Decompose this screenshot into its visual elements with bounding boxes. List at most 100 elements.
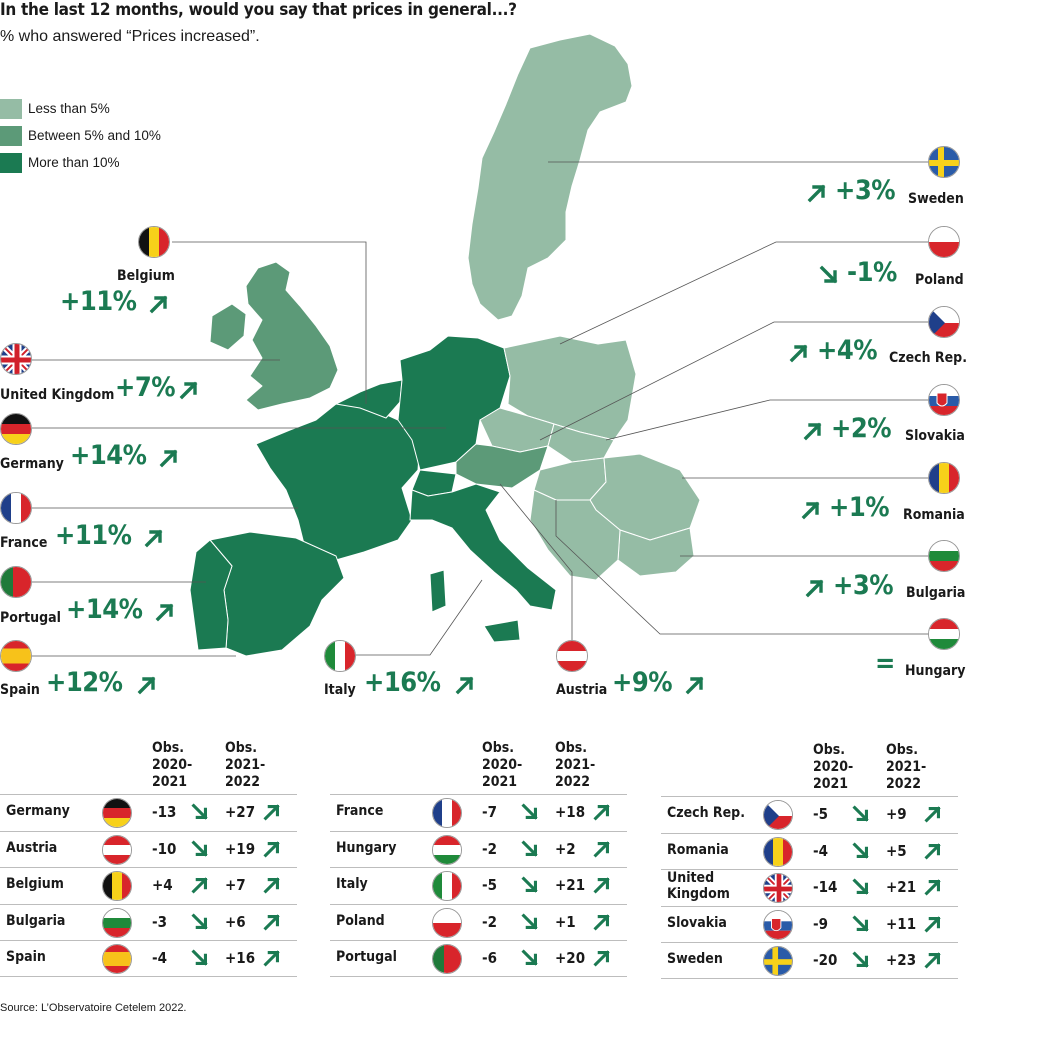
arrow-up-icon [190,875,210,895]
flag-united-kingdom [0,343,32,375]
header-obs-2020-2021: Obs. 2020- 2021 [152,740,193,790]
flag-icon [102,798,132,828]
arrow-up-icon [923,841,943,861]
region-united-kingdom [245,261,339,411]
row-country: Italy [336,876,368,892]
row-country: Austria [6,839,58,856]
value-belgium: +11% [60,286,137,317]
flag-icon [102,834,132,865]
row-country: Spain [6,949,46,965]
row-obs-2020-2021: -7 [482,803,497,821]
arrow-down-icon [851,841,871,861]
table-row: Hungary -2 +2 [330,830,627,868]
flag-icon [763,909,793,940]
table-header: Obs. 2020- 2021 Obs. 2021- 2022 [0,740,297,794]
value-portugal: +14% [66,594,143,625]
row-country: Slovakia [667,914,727,931]
label-united-kingdom: United Kingdom [0,387,115,403]
flag-icon [432,871,462,901]
label-poland: Poland [915,272,964,288]
table-row: Slovakia -9 +11 [661,905,958,943]
table-row: Czech Rep. -5 +9 [661,796,958,833]
row-obs-2021-2022: +20 [555,949,586,967]
row-obs-2020-2021: -2 [482,912,497,931]
row-obs-2021-2022: +9 [886,805,907,823]
table-row: Portugal -6 +20 [330,940,627,977]
leader-italy [354,579,483,656]
leader-lines [32,161,930,657]
arrow-down-icon [520,875,540,895]
europe-map [32,33,930,657]
arrow-up-icon [789,344,808,363]
region-bulgaria [617,527,695,577]
leader-slovakia [605,399,930,441]
row-country: Czech Rep. [667,805,745,821]
row-obs-2020-2021: -5 [813,805,828,823]
arrow-up-icon [159,449,178,468]
flag-poland [928,226,960,258]
value-hungary: = [875,648,895,679]
flag-icon [102,871,132,901]
row-obs-2021-2022: +21 [886,878,917,896]
region-sweden [467,33,633,321]
legend-swatch-high [0,152,22,173]
arrow-up-icon [592,912,612,932]
table-row: France -7 +18 [330,794,627,831]
row-country: United Kingdom [667,870,730,902]
row-country: Belgium [6,876,64,892]
row-obs-2020-2021: -4 [152,949,167,967]
arrow-down-icon [190,839,210,859]
legend-swatch-low [0,98,22,119]
flag-icon [763,836,793,867]
flag-icon [432,834,462,865]
row-obs-2021-2022: +5 [886,841,907,860]
row-country: Bulgaria [6,912,66,929]
label-france: France [0,535,48,551]
label-austria: Austria [556,682,608,698]
arrow-down-icon [851,950,871,970]
arrow-up-icon [923,950,943,970]
row-obs-2020-2021: -20 [813,951,838,969]
leader-austria [499,483,573,640]
value-spain: +12% [46,667,123,698]
value-germany: +14% [70,440,147,471]
row-country: Portugal [336,949,397,965]
arrow-up-icon [592,948,612,968]
row-obs-2020-2021: -2 [482,839,497,858]
arrow-up-icon [262,802,282,822]
chart-subtitle: % who answered “Prices increased”. [0,28,260,45]
flag-icon [432,907,462,938]
arrow-up-icon [685,676,704,695]
table-row: Belgium +4 +7 [0,867,297,904]
row-obs-2021-2022: +21 [555,876,586,894]
row-country: Romania [667,841,729,858]
row-obs-2020-2021: -14 [813,878,838,896]
label-bulgaria: Bulgaria [906,585,966,601]
row-obs-2020-2021: -5 [482,876,497,894]
table-1: Obs. 2020- 2021 Obs. 2021- 2022 Germany -13… [0,740,297,977]
header-obs-2021-2022: Obs. 2021- 2022 [225,740,266,790]
row-obs-2021-2022: +27 [225,803,256,821]
arrow-down-icon [520,912,540,932]
arrow-down-icon [190,912,210,932]
arrow-down-icon [190,948,210,968]
legend-swatch-mid [0,125,22,146]
table-3: Obs. 2020- 2021 Obs. 2021- 2022 Czech Rep.… [661,742,958,979]
arrow-down-icon [520,802,540,822]
row-obs-2021-2022: +18 [555,803,586,821]
header-obs-2021-2022: Obs. 2021- 2022 [886,742,927,792]
row-obs-2021-2022: +19 [225,839,256,858]
table-row: Spain -4 +16 [0,940,297,977]
arrow-up-icon [262,912,282,932]
legend: Less than 5% Between 5% and 10% More tha… [0,95,161,176]
flag-bulgaria [928,540,960,572]
header-obs-2021-2022: Obs. 2021- 2022 [555,740,596,790]
flag-portugal [0,566,32,598]
label-slovakia: Slovakia [905,428,965,444]
legend-item-high: More than 10% [0,149,161,176]
legend-item-low: Less than 5% [0,95,161,122]
legend-label-high: More than 10% [28,155,120,170]
label-germany: Germany [0,456,64,472]
arrow-up-icon [923,877,943,897]
flag-icon [763,873,793,903]
